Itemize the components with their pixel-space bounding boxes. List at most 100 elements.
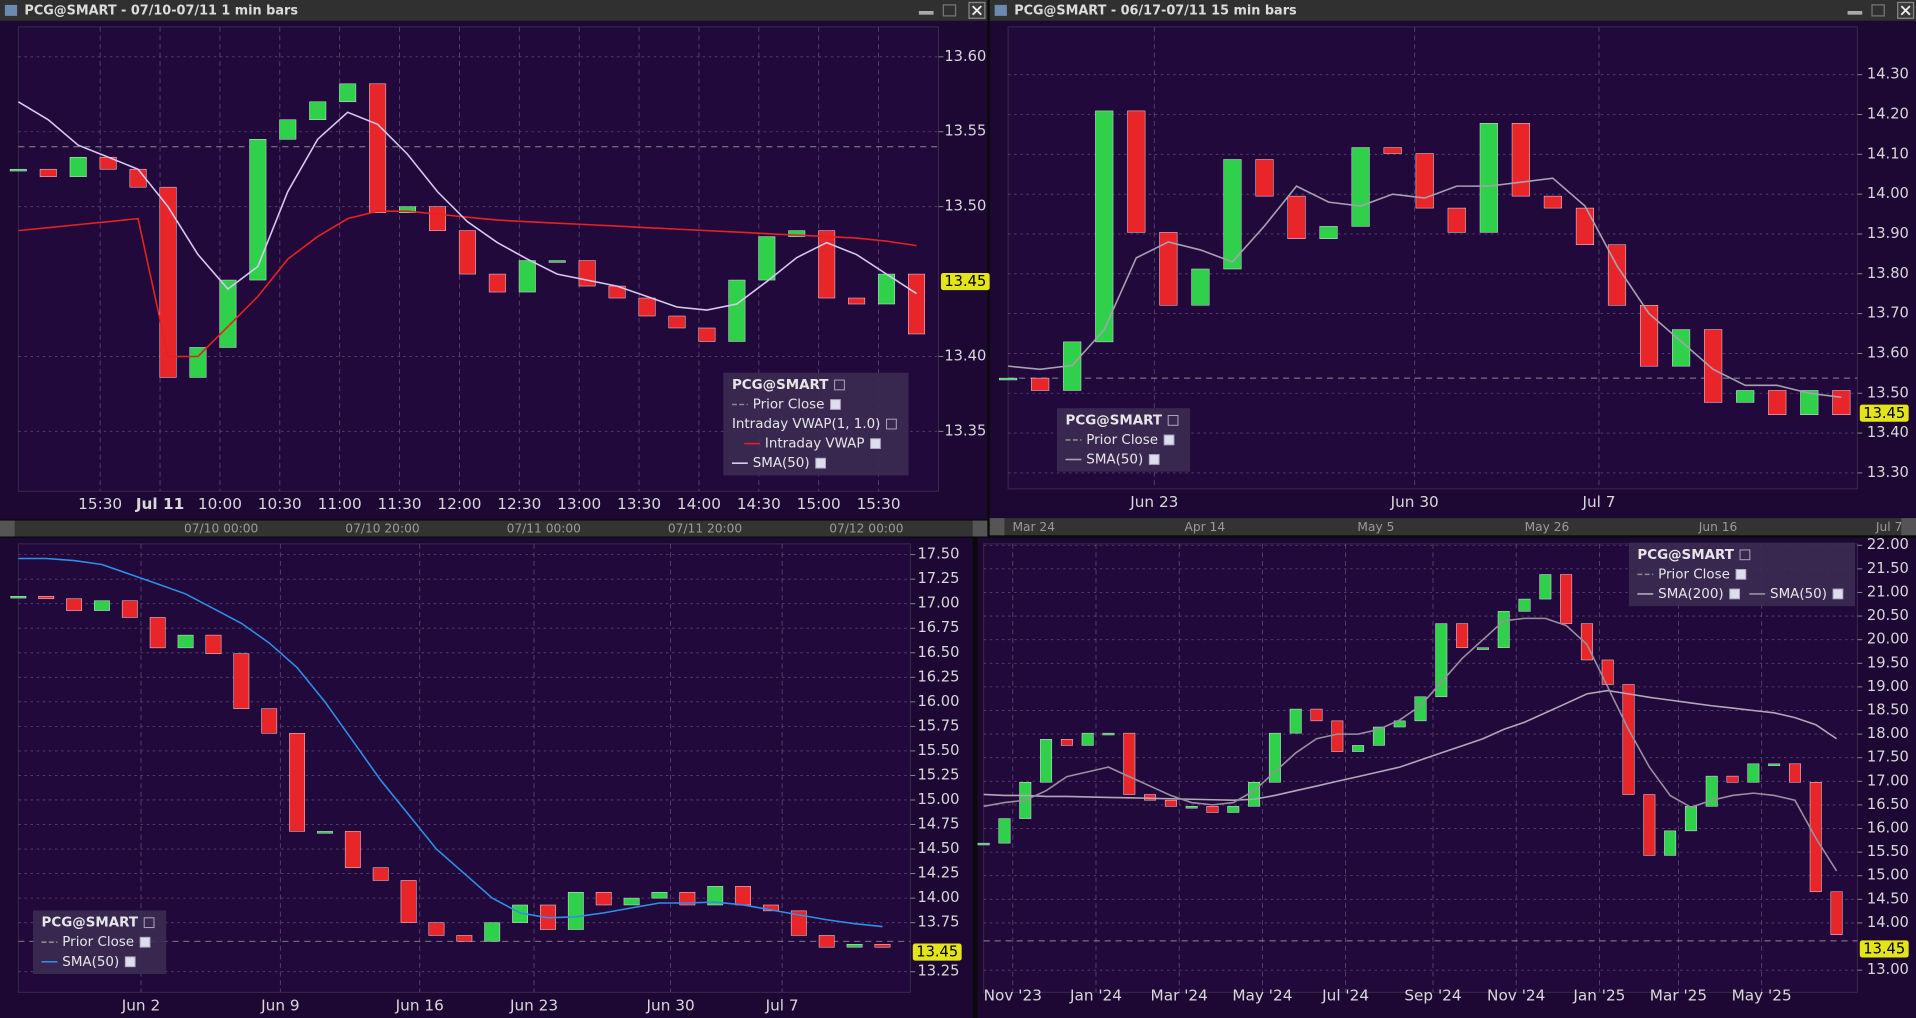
price-candle: [1788, 763, 1801, 783]
minimize-button[interactable]: [1847, 10, 1863, 15]
maximize-button[interactable]: [942, 4, 957, 17]
x-tick-label: Jun 16: [395, 996, 444, 1014]
price-candle: [1830, 891, 1843, 935]
window-title: PCG@SMART - 07/10-07/11 1 min bars: [24, 3, 298, 18]
price-candle: [623, 897, 640, 906]
price-candle: [1704, 329, 1723, 403]
legend-toggle[interactable]: [1832, 588, 1844, 600]
scroll-label: Jul 7: [1875, 520, 1902, 534]
y-tick-label: 17.50: [1867, 749, 1909, 766]
price-candle: [818, 935, 835, 948]
close-icon: [972, 5, 982, 16]
y-tick-label: 19.00: [1867, 678, 1909, 695]
x-tick-label: Jan '24: [1069, 987, 1122, 1005]
legend-label: Intraday VWAP: [765, 437, 865, 452]
legend-toggle[interactable]: [1735, 569, 1747, 580]
indicator-line: [17, 101, 917, 311]
price-candle: [428, 206, 446, 231]
legend-label: Prior Close: [62, 935, 134, 950]
y-tick-label: 13.50: [944, 198, 986, 215]
y-tick-label: 16.50: [1867, 796, 1909, 813]
legend-label: SMA(50): [753, 456, 810, 471]
scroll-label: 07/12 00:00: [829, 522, 903, 536]
y-tick-label: 14.75: [917, 816, 959, 833]
indicator-line: [983, 689, 1838, 802]
legend-toggle[interactable]: [830, 399, 841, 410]
legend-toggle[interactable]: [1148, 454, 1160, 465]
y-tick-label: 14.50: [1867, 890, 1909, 907]
price-candle: [1255, 159, 1274, 197]
scroll-arrow-right[interactable]: [972, 520, 988, 537]
price-candle: [1060, 739, 1073, 746]
legend-toggle[interactable]: [870, 438, 881, 449]
price-candle: [1415, 153, 1434, 209]
last-price-tag: [940, 272, 990, 291]
price-candle: [1144, 794, 1157, 801]
indicator-line: [1008, 177, 1842, 399]
price-candle: [1164, 799, 1177, 807]
price-candle: [1601, 659, 1614, 685]
legend-toggle[interactable]: [1729, 588, 1740, 600]
y-tick-label: 18.50: [1867, 701, 1909, 718]
maximize-button[interactable]: [1871, 4, 1885, 17]
y-tick-label: 13.60: [1867, 344, 1909, 361]
scroll-arrow-left[interactable]: [989, 518, 1005, 536]
plot-area: [17, 543, 911, 993]
last-price-tag: [912, 943, 962, 961]
price-candle: [1123, 732, 1136, 795]
price-candle: [1223, 159, 1242, 270]
scroll-arrow-right[interactable]: [1901, 518, 1916, 536]
indicator-line: [18, 210, 917, 358]
y-tick-label: 14.25: [917, 865, 959, 882]
legend-toggle[interactable]: [834, 379, 845, 391]
scroll-arrow-left[interactable]: [0, 520, 15, 537]
time-scrollbar[interactable]: [0, 520, 988, 537]
y-tick-label: 13.55: [944, 123, 986, 140]
price-candle: [1095, 110, 1114, 343]
y-tick-label: 16.25: [917, 668, 959, 685]
minimize-button[interactable]: [918, 10, 934, 15]
legend-toggle[interactable]: [1739, 549, 1751, 561]
legend: PCG@SMART Prior Close SMA(50): [32, 910, 167, 975]
window-title-bar: [989, 0, 1916, 21]
price-candle: [1607, 244, 1627, 306]
last-price-tag: [1859, 404, 1909, 422]
price-candle: [129, 168, 147, 188]
scroll-label: 07/10 20:00: [345, 522, 419, 536]
price-candle: [846, 944, 863, 948]
price-candle: [1310, 708, 1323, 722]
y-tick-label: 20.00: [1867, 631, 1909, 648]
price-candle: [39, 168, 57, 177]
legend: PCG@SMART Prior Close SMA(50): [1056, 408, 1191, 472]
legend-toggle[interactable]: [139, 936, 151, 948]
price-candle: [1040, 739, 1053, 783]
indicator-line: [18, 557, 883, 928]
legend-toggle[interactable]: [1167, 415, 1179, 426]
x-tick-label: 15:30: [857, 495, 901, 513]
price-candle: [10, 595, 27, 599]
legend-toggle[interactable]: [815, 457, 826, 469]
indicator-line: [983, 617, 1838, 872]
scroll-label: May 26: [1525, 520, 1570, 534]
y-tick-label: 21.50: [1867, 560, 1909, 577]
price-candle: [977, 842, 990, 846]
y-tick-label: 15.00: [1867, 867, 1909, 884]
last-price-label: 13.45: [944, 273, 986, 290]
legend-toggle[interactable]: [143, 917, 155, 929]
price-candle: [1127, 110, 1146, 233]
legend-toggle[interactable]: [886, 418, 897, 430]
y-tick-label: 15.50: [917, 742, 959, 759]
time-scrollbar[interactable]: [989, 518, 1916, 536]
legend-toggle[interactable]: [124, 956, 136, 968]
price-candle: [458, 230, 476, 275]
price-candle: [69, 156, 87, 177]
x-tick-label: Nov '24: [1487, 987, 1545, 1005]
y-tick-label: 13.75: [917, 914, 959, 931]
legend-toggle[interactable]: [1163, 434, 1175, 446]
price-candle: [249, 138, 267, 281]
price-candle: [484, 922, 501, 942]
price-candle: [999, 377, 1018, 381]
y-tick-label: 15.50: [1867, 843, 1909, 860]
y-tick-label: 13.25: [917, 963, 959, 980]
price-candle: [66, 598, 82, 611]
